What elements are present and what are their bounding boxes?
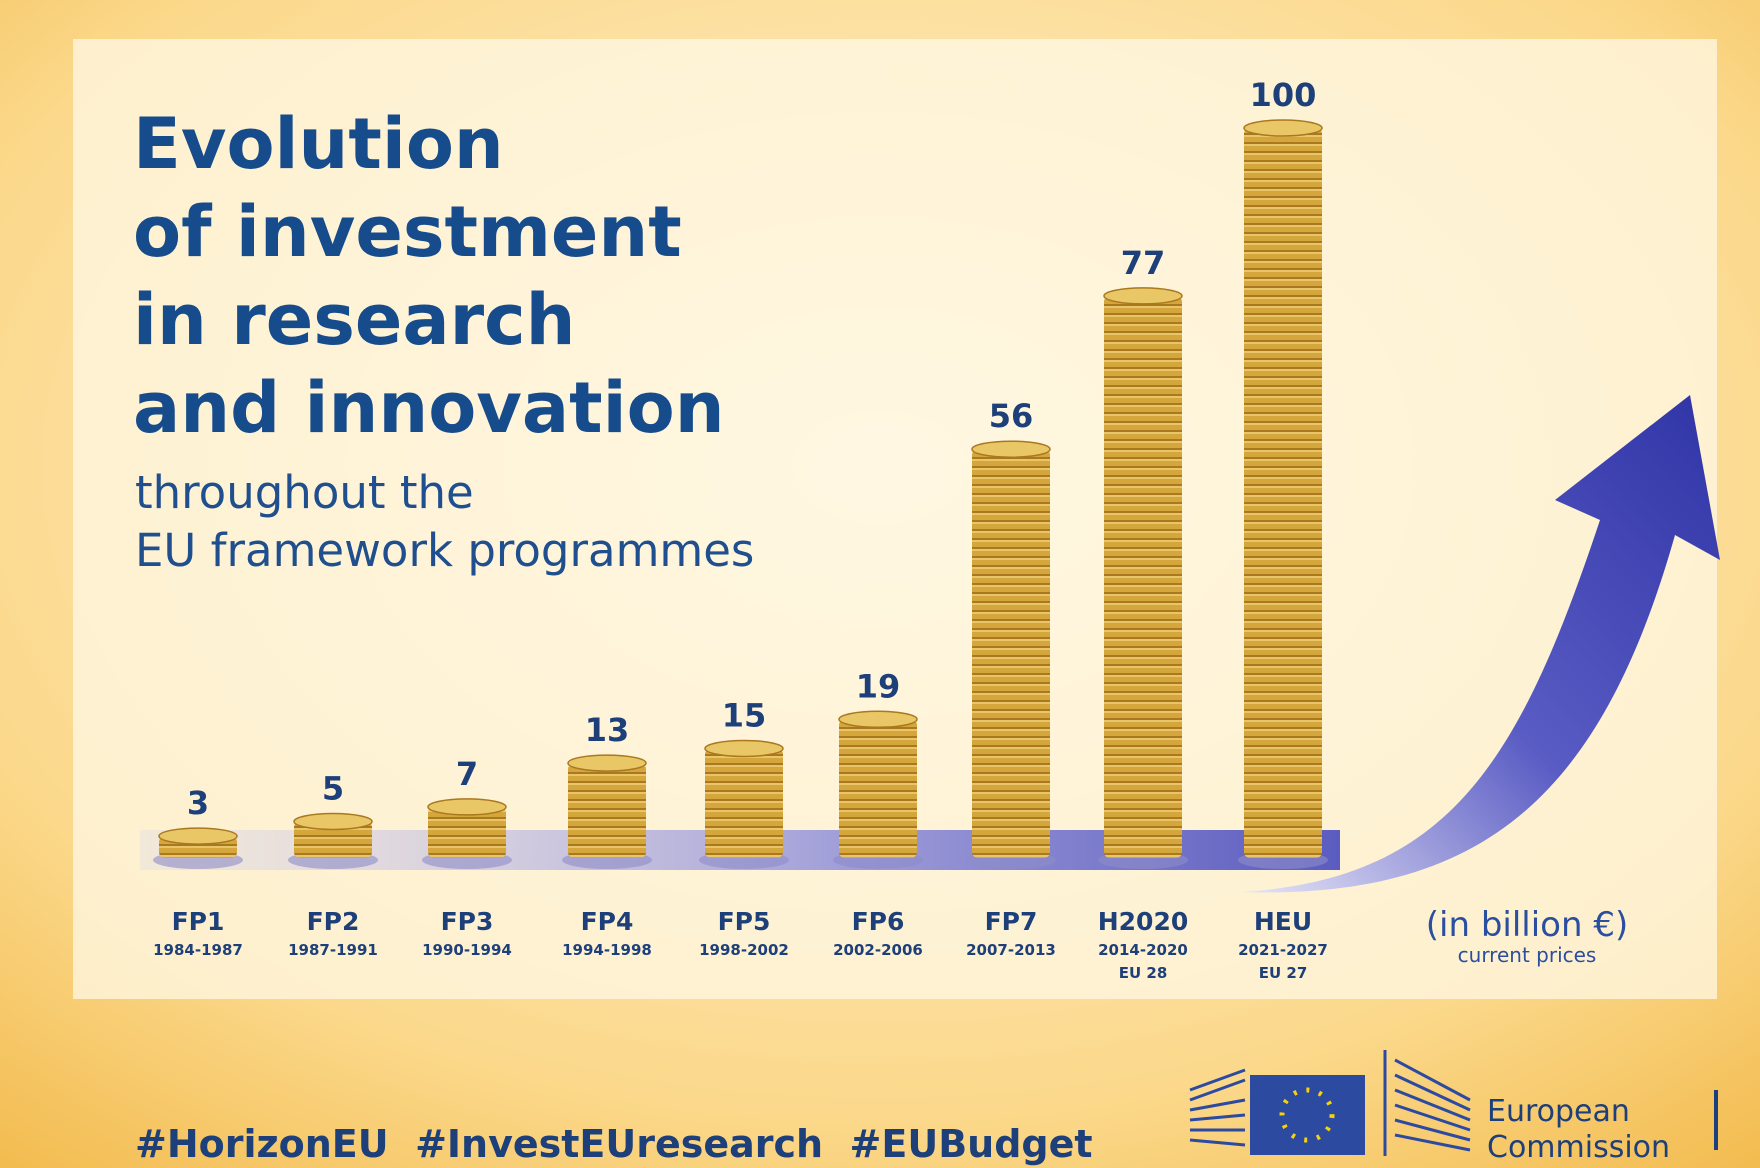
value-label: 77 — [1121, 244, 1166, 282]
logo-text: European — [1487, 1094, 1630, 1129]
coin-top — [704, 739, 784, 758]
period-label: 1987-1991 — [288, 941, 378, 959]
coin-stack — [568, 763, 646, 858]
chart-title: and innovation — [133, 367, 725, 449]
category-label: FP3 — [441, 907, 494, 936]
period-label: 1990-1994 — [422, 941, 512, 959]
coin-top — [1243, 119, 1323, 137]
period-label: 2007-2013 — [966, 941, 1056, 959]
growth-arrow — [1240, 395, 1720, 893]
unit-label: (in billion €) — [1426, 905, 1629, 945]
category-label: H2020 — [1098, 907, 1189, 936]
ec-logo — [1189, 1050, 1718, 1156]
coin-stack — [1104, 295, 1182, 858]
value-label: 56 — [989, 397, 1034, 435]
value-label: 19 — [856, 667, 901, 705]
coin-stack — [705, 748, 783, 858]
period-label: 2014-2020 — [1098, 941, 1188, 959]
chart-subtitle: throughout the — [135, 466, 474, 519]
category-label: FP2 — [307, 907, 360, 936]
value-label: 15 — [722, 697, 767, 735]
coin-top — [293, 812, 373, 831]
coin-top — [971, 440, 1051, 458]
coin-stack — [428, 806, 506, 858]
value-label: 100 — [1250, 76, 1317, 114]
period-label: 1984-1987 — [153, 941, 243, 959]
logo-text: Commission — [1487, 1130, 1670, 1165]
value-label: 5 — [322, 770, 344, 808]
chart-title: Evolution — [133, 103, 504, 185]
coin-top — [427, 798, 507, 816]
coin-stack — [294, 821, 372, 858]
period-label: 2021-2027 — [1238, 941, 1328, 959]
coin-top — [158, 827, 238, 845]
category-label: FP7 — [985, 907, 1038, 936]
member-label: EU 28 — [1119, 964, 1168, 982]
category-label: FP4 — [581, 907, 634, 936]
coin-stack — [972, 449, 1050, 858]
chart-subtitle: EU framework programmes — [135, 524, 754, 577]
value-label: 3 — [187, 784, 209, 822]
coin-stack — [839, 719, 917, 858]
period-label: 1998-2002 — [699, 941, 789, 959]
coin-stack — [1244, 128, 1322, 858]
value-label: 13 — [585, 711, 630, 749]
coin-top — [838, 710, 918, 729]
value-label: 7 — [456, 755, 478, 793]
coin-top — [567, 754, 647, 772]
chart-title: of investment — [133, 191, 682, 273]
chart-title: in research — [133, 279, 575, 361]
hashtags: #HorizonEU #InvestEUresearch #EUBudget — [135, 1122, 1093, 1166]
category-label: FP5 — [718, 907, 771, 936]
category-label: HEU — [1254, 907, 1312, 936]
coin-top — [1103, 287, 1183, 305]
category-label: FP6 — [852, 907, 905, 936]
unit-note: current prices — [1458, 943, 1597, 967]
category-label: FP1 — [172, 907, 225, 936]
period-label: 1994-1998 — [562, 941, 652, 959]
period-label: 2002-2006 — [833, 941, 923, 959]
member-label: EU 27 — [1259, 964, 1308, 982]
